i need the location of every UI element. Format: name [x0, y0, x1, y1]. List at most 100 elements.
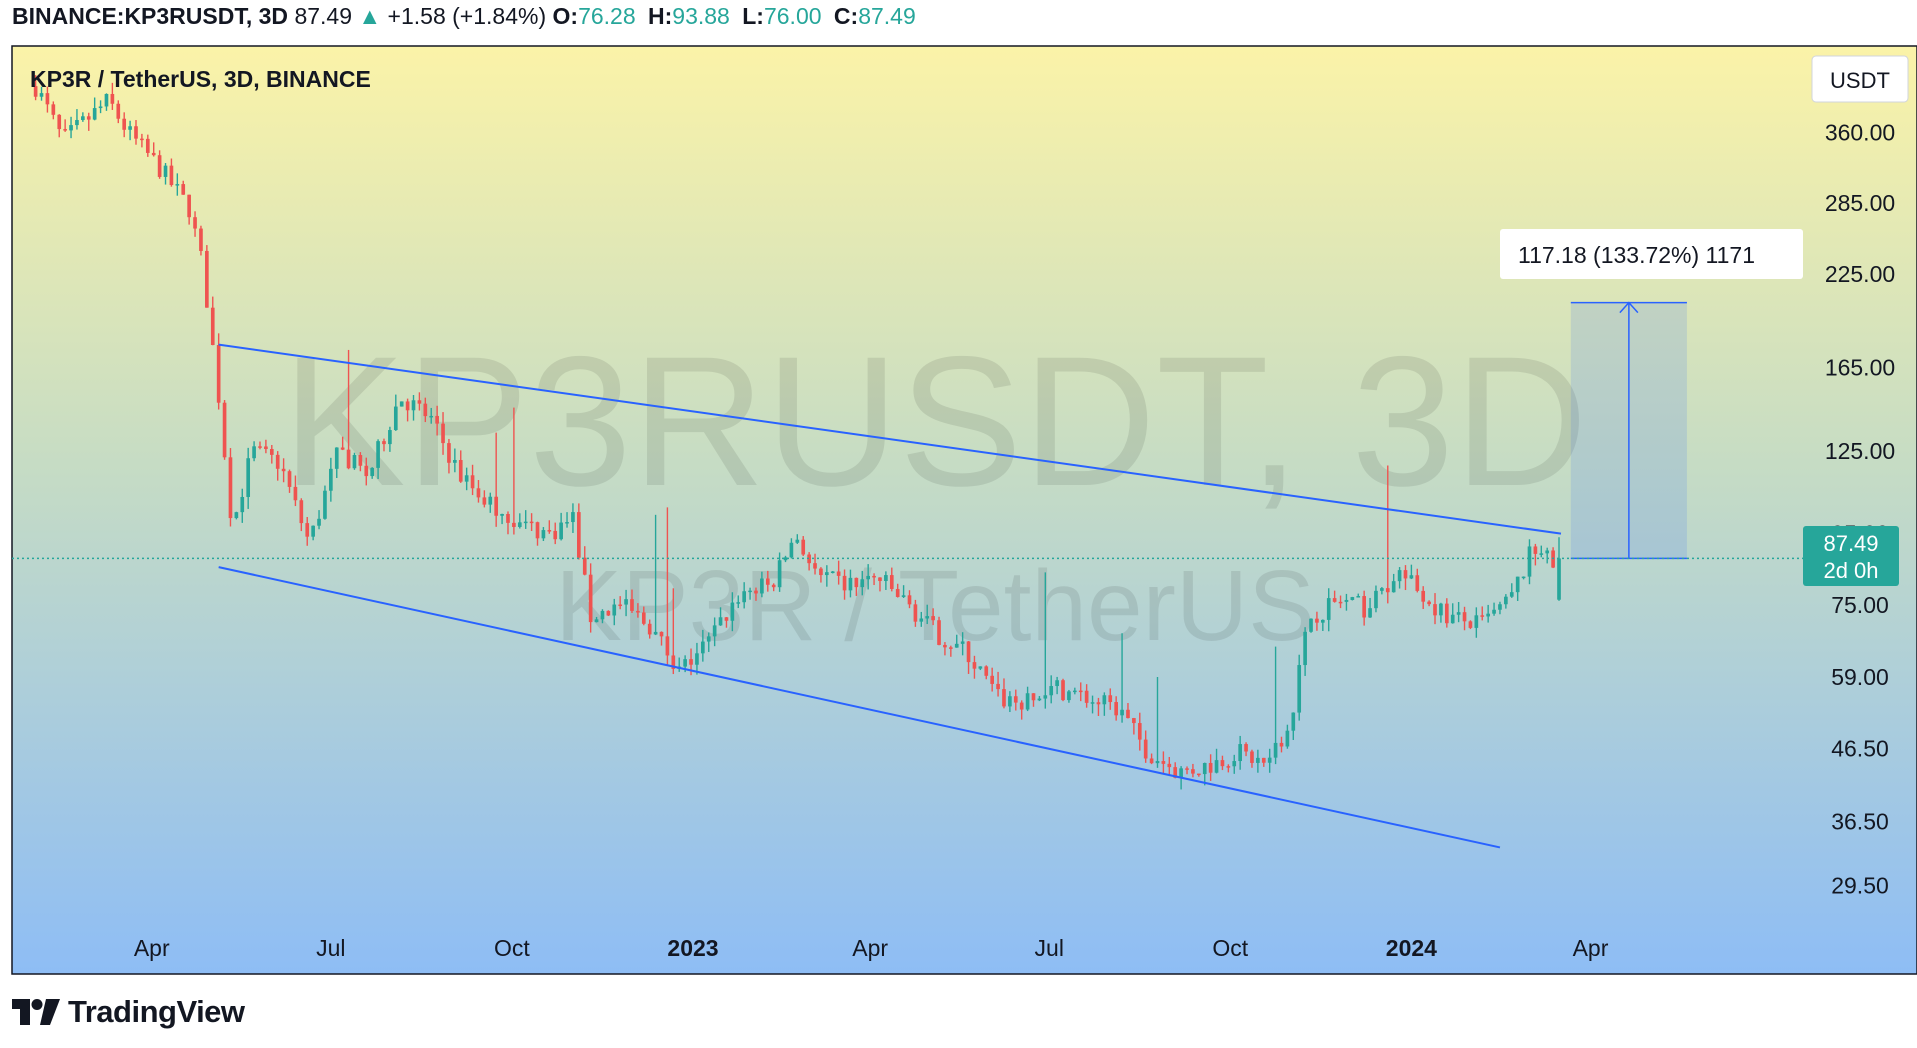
candle-down	[1161, 751, 1166, 774]
trendline-layer[interactable]	[218, 343, 1562, 849]
candle-up	[81, 112, 85, 122]
candle-down	[417, 392, 422, 411]
symbol-name[interactable]: BINANCE:KP3RUSDT, 3D	[12, 3, 289, 29]
watermark: KP3RUSDT, 3D KP3R / TetherUS	[282, 319, 1588, 662]
candle-down	[482, 490, 487, 508]
candle-body	[1132, 718, 1136, 724]
candle-up	[795, 534, 800, 544]
candle-body	[364, 465, 369, 477]
candle-body	[399, 401, 404, 407]
candle-body	[358, 455, 363, 466]
candle-up	[1055, 676, 1059, 695]
candle-body	[878, 577, 882, 582]
candle-up	[1025, 686, 1030, 712]
candle-body	[334, 447, 339, 469]
candle-up	[600, 609, 605, 624]
candle-body	[1090, 702, 1095, 704]
candle-body	[199, 228, 203, 251]
candle-body	[1037, 698, 1042, 701]
candle-down	[140, 133, 144, 148]
candle-body	[913, 604, 918, 622]
candle-body	[1161, 761, 1166, 764]
candle-body	[553, 530, 558, 540]
candle-down	[199, 225, 203, 256]
candle-body	[795, 539, 800, 543]
candle-body	[825, 572, 829, 576]
candle-body	[1297, 665, 1302, 713]
candle-down	[1114, 696, 1118, 721]
candle-body	[1421, 590, 1426, 602]
candle-down	[1143, 730, 1148, 763]
candle-body	[1545, 550, 1550, 554]
candle-down	[1191, 763, 1195, 778]
candle-down	[913, 599, 918, 627]
time-axis[interactable]: Apr Jul Oct 2023 Apr Jul Oct 2024 Apr	[134, 935, 1609, 961]
candle-down	[193, 211, 197, 237]
candle-up	[163, 162, 168, 185]
candle-series[interactable]	[33, 75, 1561, 790]
candle-down	[1403, 565, 1408, 591]
candle-body	[1220, 760, 1225, 767]
candle-up	[1043, 572, 1048, 709]
candle-body	[1397, 570, 1402, 582]
candle-down	[771, 583, 776, 592]
candle-body	[1096, 702, 1101, 705]
candle-up	[399, 401, 404, 407]
candle-down	[996, 671, 1000, 697]
candle-body	[819, 568, 823, 576]
candle-body	[1226, 766, 1231, 768]
candle-body	[134, 126, 138, 139]
candle-body	[1515, 576, 1520, 593]
candle-up	[1474, 607, 1479, 638]
candle-body	[340, 447, 345, 450]
candle-body	[1456, 612, 1461, 615]
candle-up	[523, 510, 528, 529]
candle-up	[1326, 588, 1331, 632]
candle-body	[1202, 762, 1207, 775]
candle-down	[470, 464, 475, 496]
candle-down	[340, 436, 345, 451]
candle-body	[1256, 757, 1260, 763]
candle-up	[1492, 602, 1496, 616]
tradingview-logo[interactable]: TradingView	[12, 992, 245, 1032]
candle-down	[110, 82, 115, 110]
candle-body	[287, 471, 292, 487]
candle-down	[842, 569, 847, 600]
candle-down	[299, 498, 304, 532]
candle-down	[423, 397, 428, 423]
candle-up	[98, 100, 103, 114]
candle-up	[1356, 593, 1361, 598]
candle-up	[317, 510, 321, 530]
y-tick-label: 360.00	[1825, 120, 1895, 146]
candle-up	[830, 571, 835, 574]
candle-down	[577, 503, 581, 560]
candle-up	[712, 617, 717, 647]
candle-body	[1261, 757, 1266, 763]
currency-button-bg[interactable]	[1811, 55, 1909, 103]
candle-up	[559, 512, 563, 541]
candle-body	[69, 125, 73, 131]
candle-down	[151, 142, 156, 157]
candle-body	[1108, 695, 1113, 703]
candle-up	[464, 467, 469, 491]
candle-down	[1468, 620, 1473, 630]
candle-down	[51, 101, 56, 120]
candle-down	[293, 475, 298, 507]
candle-down	[1149, 753, 1154, 765]
candle-body	[1061, 680, 1065, 701]
candle-body	[500, 513, 504, 516]
candle-body	[1031, 693, 1036, 701]
candle-body	[1498, 604, 1502, 610]
candle-body	[1356, 596, 1361, 598]
candle-body	[641, 612, 646, 624]
currency-button[interactable]: USDT	[1811, 55, 1909, 103]
candle-body	[966, 641, 971, 663]
price-axis[interactable]: 360.00285.00225.00165.00125.0095.0075.00…	[1825, 120, 1895, 899]
measure-tool[interactable]: 117.18 (133.72%) 1171	[1500, 229, 1803, 560]
candle-body	[464, 475, 469, 482]
open-value: 76.28	[578, 3, 636, 29]
candle-down	[1167, 756, 1172, 775]
candle-down	[1433, 593, 1437, 625]
x-tick-label: Jul	[1035, 935, 1064, 961]
